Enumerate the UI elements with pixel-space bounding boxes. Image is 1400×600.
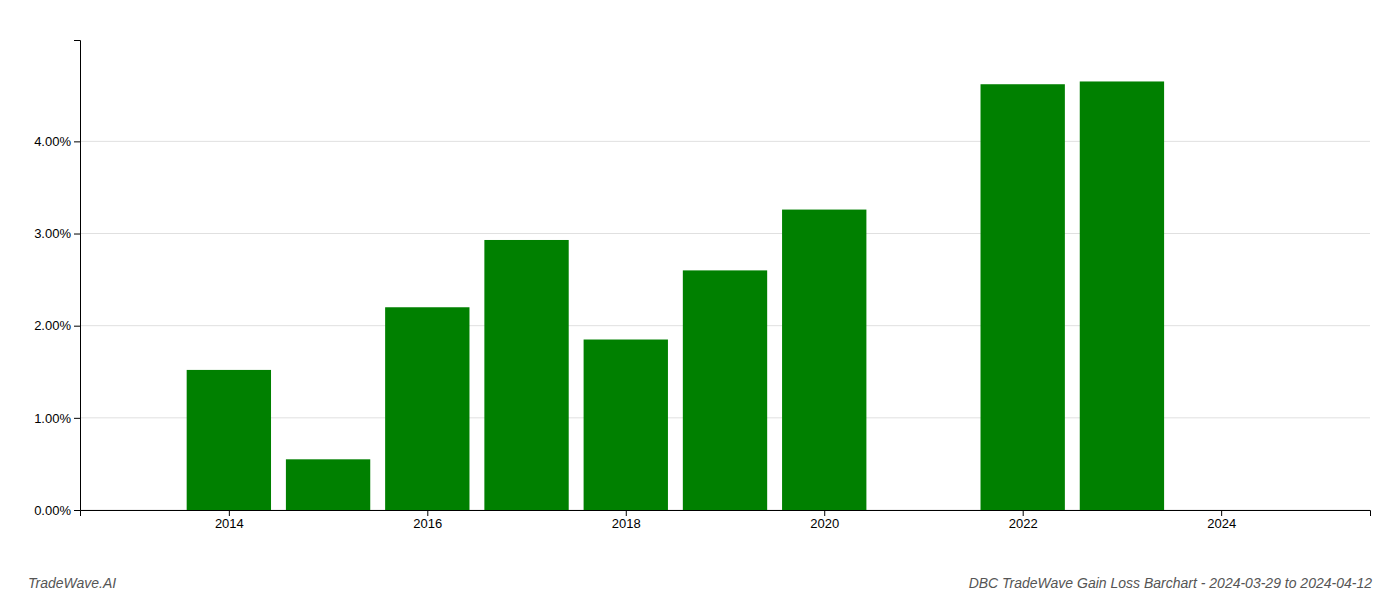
x-axis-line <box>81 511 1371 517</box>
x-tick-mark <box>1023 510 1024 516</box>
y-tick-mark <box>74 326 80 327</box>
y-axis: 0.00% 1.00% 2.00% 3.00% 4.00% <box>34 41 80 518</box>
x-tick-mark <box>626 510 627 516</box>
x-tick-label: 2022 <box>1009 516 1038 531</box>
y-tick: 4.00% <box>34 134 80 149</box>
bar <box>286 459 370 510</box>
watermark: TradeWave.AI <box>28 575 116 591</box>
bar <box>1080 81 1164 510</box>
x-tick: 2016 <box>413 510 442 531</box>
x-tick-label: 2016 <box>413 516 442 531</box>
y-tick-label: 2.00% <box>34 318 71 333</box>
x-tick-mark <box>1221 510 1222 516</box>
grid-line <box>80 141 1370 142</box>
y-tick-mark <box>74 418 80 419</box>
y-tick-mark <box>74 141 80 142</box>
y-tick-label: 1.00% <box>34 411 71 426</box>
x-tick: 2014 <box>215 510 244 531</box>
y-tick-label: 0.00% <box>34 503 71 518</box>
bar <box>782 210 866 510</box>
bar <box>484 240 568 510</box>
x-tick-label: 2014 <box>215 516 244 531</box>
chart-container: 2014 2016 2018 2020 2022 2024 0.00% 1.00% 2.00% 3… <box>0 0 1400 600</box>
grid <box>80 141 1370 510</box>
x-tick-mark <box>427 510 428 516</box>
y-tick: 0.00% <box>34 503 80 518</box>
y-tick-label: 4.00% <box>34 134 71 149</box>
x-tick: 2024 <box>1207 510 1236 531</box>
x-tick: 2018 <box>612 510 641 531</box>
y-tick-label: 3.00% <box>34 226 71 241</box>
x-tick-label: 2018 <box>612 516 641 531</box>
plot-area: 2014 2016 2018 2020 2022 2024 0.00% 1.00% 2.00% 3… <box>34 41 1370 532</box>
x-tick-label: 2020 <box>810 516 839 531</box>
title: DBC TradeWave Gain Loss Barchart - 2024-… <box>969 575 1373 591</box>
bar <box>385 307 469 510</box>
x-tick-mark <box>229 510 230 516</box>
y-tick-mark <box>74 510 80 511</box>
y-tick: 1.00% <box>34 411 80 426</box>
grid-line <box>80 233 1370 234</box>
x-tick: 2022 <box>1009 510 1038 531</box>
y-axis-line <box>74 41 81 511</box>
bar <box>187 370 271 510</box>
y-tick-mark <box>74 234 80 235</box>
x-tick-mark <box>824 510 825 516</box>
x-axis: 2014 2016 2018 2020 2022 2024 <box>81 510 1371 531</box>
bar <box>683 270 767 510</box>
bars <box>187 81 1164 510</box>
bar <box>584 340 668 510</box>
chart-svg: 2014 2016 2018 2020 2022 2024 0.00% 1.00% 2.00% 3… <box>0 0 1400 600</box>
x-tick-label: 2024 <box>1207 516 1236 531</box>
x-tick: 2020 <box>810 510 839 531</box>
y-tick: 2.00% <box>34 318 80 333</box>
y-tick: 3.00% <box>34 226 80 241</box>
bar <box>981 84 1065 510</box>
